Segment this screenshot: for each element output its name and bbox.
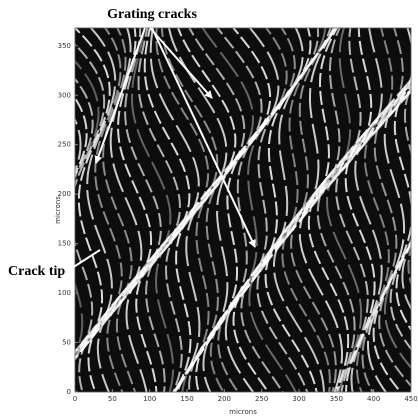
y-axis-label: microns xyxy=(54,196,62,224)
fringe xyxy=(0,23,34,395)
y-tick-label: 50 xyxy=(62,339,71,347)
y-tick-label: 350 xyxy=(58,42,71,50)
y-tick-label: 250 xyxy=(58,141,71,149)
x-tick-label: 50 xyxy=(108,395,117,403)
y-tick-label: 0 xyxy=(67,388,71,396)
fringe xyxy=(0,23,41,395)
fringe xyxy=(0,23,48,395)
page: {"chart_data": {"type": "image", "xlabel… xyxy=(0,0,418,420)
x-tick-label: 200 xyxy=(218,395,231,403)
x-tick-label: 450 xyxy=(404,395,417,403)
fringe xyxy=(0,23,61,395)
fringe xyxy=(0,23,55,395)
fringe xyxy=(415,23,418,395)
y-tick-label: 150 xyxy=(58,240,71,248)
annotation: Grating cracks xyxy=(107,7,197,22)
x-axis-label: microns xyxy=(229,408,257,416)
fringe xyxy=(0,23,87,395)
x-tick-label: 250 xyxy=(255,395,268,403)
x-tick-label: 400 xyxy=(367,395,380,403)
y-tick-label: 100 xyxy=(58,289,71,297)
x-tick-label: 0 xyxy=(73,395,77,403)
chart: 0501001502002503003504004500501001502002… xyxy=(0,0,418,420)
x-tick-label: 100 xyxy=(143,395,156,403)
y-tick-label: 300 xyxy=(58,91,71,99)
annotation: Crack tip xyxy=(8,264,65,279)
x-tick-label: 300 xyxy=(292,395,305,403)
x-tick-label: 150 xyxy=(180,395,193,403)
x-tick-label: 350 xyxy=(330,395,343,403)
